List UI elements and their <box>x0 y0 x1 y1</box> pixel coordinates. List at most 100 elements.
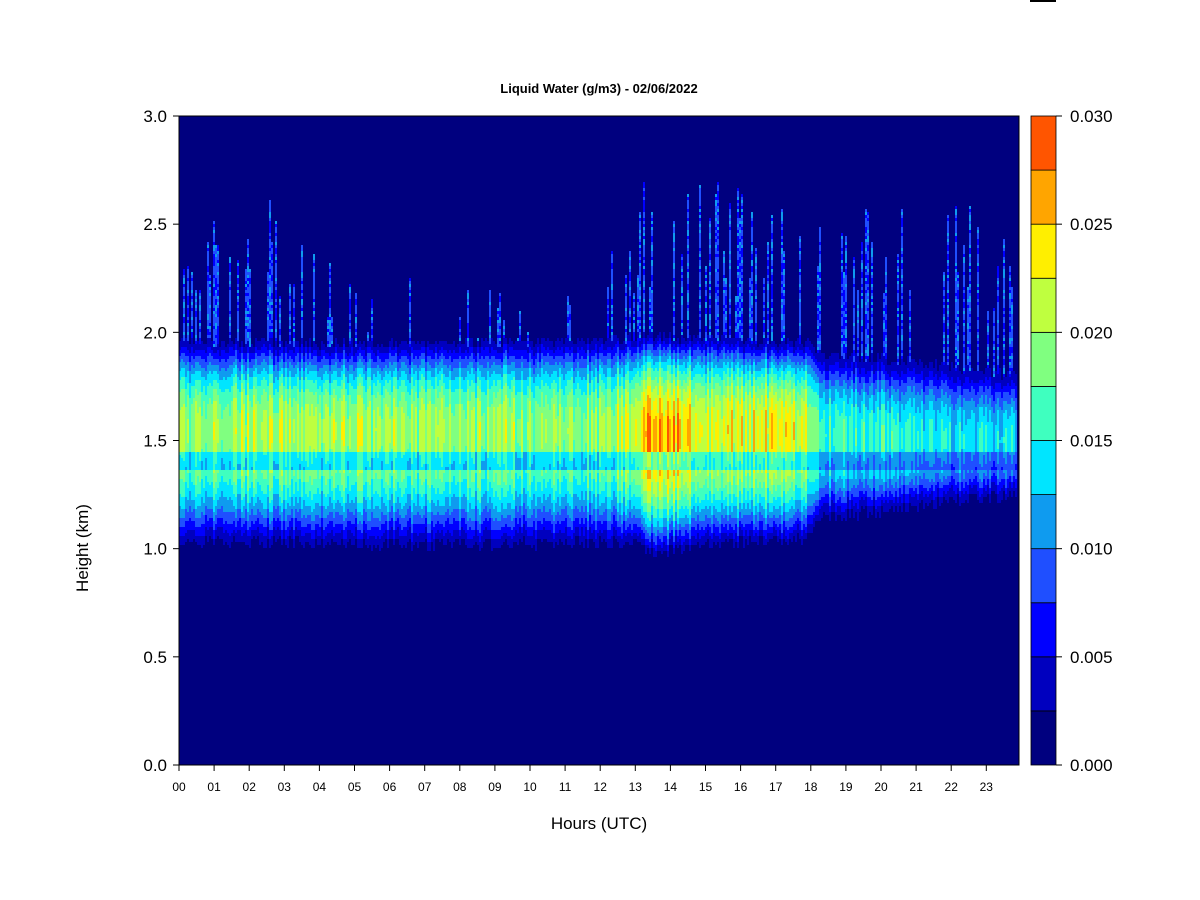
heatmap-cell <box>213 542 215 545</box>
heatmap-cell <box>293 293 295 296</box>
heatmap-cell <box>207 272 209 275</box>
heatmap-cell <box>229 380 231 383</box>
heatmap-cell <box>185 419 187 422</box>
heatmap-cell <box>241 509 243 512</box>
heatmap-cell <box>229 536 231 539</box>
heatmap-cell <box>199 398 201 401</box>
heatmap-cell <box>199 458 201 461</box>
heatmap-cell <box>249 365 251 368</box>
heatmap-cell <box>221 350 223 353</box>
heatmap-cell <box>193 467 195 470</box>
heatmap-cell <box>261 503 263 506</box>
heatmap-cell <box>189 500 191 503</box>
heatmap-cell <box>265 467 267 470</box>
heatmap-cell <box>229 527 231 530</box>
heatmap-cell <box>181 347 183 350</box>
heatmap-cell <box>187 431 189 434</box>
heatmap-cell <box>255 437 257 440</box>
heatmap-cell <box>193 398 195 401</box>
heatmap-cell <box>237 446 239 449</box>
heatmap-cell <box>207 539 209 542</box>
heatmap-cell <box>289 377 291 380</box>
heatmap-cell <box>297 404 299 407</box>
heatmap-cell <box>295 440 297 443</box>
heatmap-cell <box>301 539 303 542</box>
heatmap-cell <box>249 536 251 539</box>
heatmap-cell <box>263 449 265 452</box>
heatmap-cell <box>213 440 215 443</box>
heatmap-cell <box>211 473 213 476</box>
heatmap-cell <box>309 362 311 365</box>
heatmap-cell <box>219 473 221 476</box>
heatmap-cell <box>271 482 273 485</box>
heatmap-cell <box>271 389 273 392</box>
heatmap-cell <box>281 455 283 458</box>
heatmap-cell <box>249 338 251 341</box>
heatmap-cell <box>201 374 203 377</box>
heatmap-cell <box>183 491 185 494</box>
heatmap-cell <box>223 512 225 515</box>
heatmap-cell <box>187 506 189 509</box>
heatmap-cell <box>247 290 249 293</box>
heatmap-cell <box>211 512 213 515</box>
heatmap-cell <box>225 479 227 482</box>
heatmap-cell <box>191 509 193 512</box>
heatmap-cell <box>277 347 279 350</box>
heatmap-cell <box>233 458 235 461</box>
heatmap-cell <box>227 494 229 497</box>
heatmap-cell <box>257 437 259 440</box>
heatmap-cell <box>213 500 215 503</box>
heatmap-cell <box>205 350 207 353</box>
heatmap-cell <box>309 359 311 362</box>
heatmap-cell <box>195 323 197 326</box>
heatmap-cell <box>287 503 289 506</box>
heatmap-cell <box>195 320 197 323</box>
heatmap-cell <box>295 491 297 494</box>
heatmap-cell <box>283 431 285 434</box>
heatmap-cell <box>227 506 229 509</box>
heatmap-cell <box>231 503 233 506</box>
heatmap-cell <box>307 461 309 464</box>
heatmap-cell <box>267 452 269 455</box>
heatmap-cell <box>195 413 197 416</box>
heatmap-cell <box>279 425 281 428</box>
heatmap-cell <box>281 437 283 440</box>
heatmap-cell <box>267 392 269 395</box>
heatmap-cell <box>221 398 223 401</box>
heatmap-cell <box>187 365 189 368</box>
heatmap-cell <box>271 473 273 476</box>
heatmap-cell <box>207 536 209 539</box>
heatmap-cell <box>225 509 227 512</box>
heatmap-cell <box>267 482 269 485</box>
heatmap-cell <box>291 458 293 461</box>
heatmap-cell <box>215 305 217 308</box>
heatmap-cell <box>207 416 209 419</box>
heatmap-cell <box>307 434 309 437</box>
heatmap-cell <box>215 395 217 398</box>
heatmap-cell <box>183 308 185 311</box>
heatmap-cell <box>247 266 249 269</box>
heatmap-cell <box>205 473 207 476</box>
heatmap-cell <box>217 263 219 266</box>
heatmap-cell <box>281 464 283 467</box>
heatmap-cell <box>203 353 205 356</box>
heatmap-cell <box>207 482 209 485</box>
heatmap-cell <box>221 446 223 449</box>
heatmap-cell <box>209 476 211 479</box>
heatmap-cell <box>231 485 233 488</box>
heatmap-cell <box>185 461 187 464</box>
heatmap-cell <box>269 446 271 449</box>
heatmap-cell <box>271 329 273 332</box>
heatmap-cell <box>185 353 187 356</box>
heatmap-cell <box>259 368 261 371</box>
heatmap-cell <box>191 311 193 314</box>
heatmap-cell <box>269 233 271 236</box>
heatmap-cell <box>289 461 291 464</box>
heatmap-cell <box>207 287 209 290</box>
heatmap-cell <box>187 422 189 425</box>
heatmap-cell <box>193 452 195 455</box>
heatmap-cell <box>269 365 271 368</box>
heatmap-cell <box>269 329 271 332</box>
heatmap-cell <box>305 515 307 518</box>
heatmap-cell <box>265 518 267 521</box>
